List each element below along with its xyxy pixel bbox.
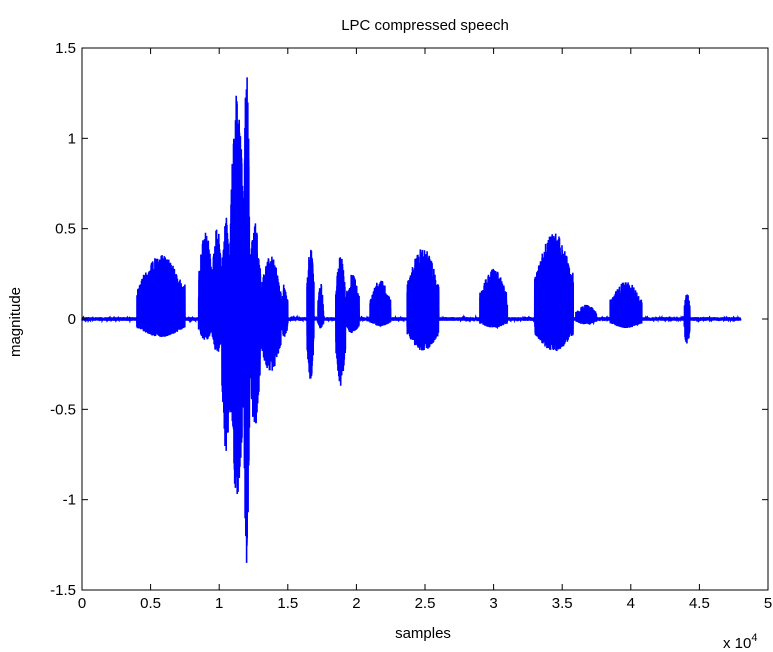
x-tick-label: 2.5 (415, 595, 436, 612)
y-axis-label: magnitude (7, 287, 24, 357)
y-tick-label: 0.5 (55, 221, 76, 238)
x-tick-label: 3.5 (552, 595, 573, 612)
waveform-line (81, 77, 742, 563)
x-tick-label: 0.5 (140, 595, 161, 612)
axes: 0 0.5 1 1.5 2 2.5 3 3.5 4 4.5 5 1.5 1 0.5 0 -0.5 -1 -1.5 (50, 40, 772, 612)
y-tick-label: -1.5 (50, 582, 76, 599)
x-tick-label: 5 (764, 595, 772, 612)
y-tick-label: -0.5 (50, 401, 76, 418)
x-tick-label: 0 (78, 595, 86, 612)
waveform-series (81, 77, 742, 563)
x-multiplier-label: x 104 (723, 632, 757, 652)
y-tick-label: 1 (68, 130, 76, 147)
x-tick-label: 3 (489, 595, 497, 612)
x-tick-label: 1 (215, 595, 223, 612)
y-tick-label: 0 (68, 311, 76, 328)
x-tick-label: 4 (627, 595, 635, 612)
x-tick-label: 4.5 (689, 595, 710, 612)
x-tick-label: 2 (352, 595, 360, 612)
chart-title: LPC compressed speech (341, 17, 509, 34)
x-axis-label: samples (395, 625, 451, 642)
y-tick-label: 1.5 (55, 40, 76, 57)
x-tick-label: 1.5 (277, 595, 298, 612)
y-tick-label: -1 (63, 492, 76, 509)
